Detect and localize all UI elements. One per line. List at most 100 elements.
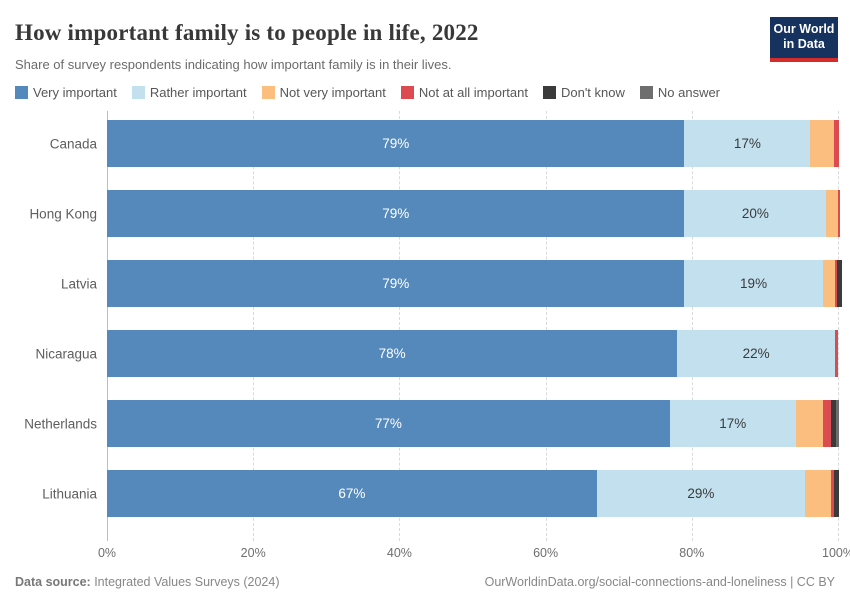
legend-label: Not at all important <box>418 85 528 100</box>
x-axis: 0% 20% 40% 60% 80% 100% <box>98 544 850 562</box>
legend-swatch-icon <box>15 86 28 99</box>
legend: Very important Rather important Not very i… <box>15 85 835 100</box>
category-label: Lithuania <box>42 486 97 501</box>
gridline-40 <box>399 111 401 541</box>
bar-row-hong-kong: Hong Kong 79% 20% <box>29 190 841 237</box>
bar-segment-rather-important[interactable]: 29% <box>596 470 806 517</box>
x-tick-label: 80% <box>679 546 705 560</box>
bar-segment-don-t-know[interactable] <box>837 260 842 307</box>
gridline-20 <box>253 111 255 541</box>
bar-value-label: 67% <box>338 486 366 501</box>
bar-value-label: 79% <box>382 206 410 221</box>
bar-value-label: 20% <box>741 206 769 221</box>
bar-value-label: 78% <box>378 346 406 361</box>
bar-value-label: 22% <box>742 346 770 361</box>
category-label: Canada <box>49 136 97 151</box>
bar-segment-not-at-all-important[interactable] <box>834 120 840 167</box>
category-label: Nicaragua <box>35 346 97 361</box>
bar-row-nicaragua: Nicaragua 78% 22% <box>35 330 838 377</box>
chart-area: Canada 79% 17% Hong Kong 79% 20% Latvia 79% 19% N… <box>15 111 850 562</box>
data-source-text: Integrated Values Surveys (2024) <box>90 575 280 589</box>
legend-item-no-answer[interactable]: No answer <box>639 85 721 100</box>
bar-segment-not-at-all-important[interactable] <box>823 400 832 447</box>
legend-label: Very important <box>33 85 117 100</box>
legend-swatch-icon <box>131 86 145 99</box>
bar-value-label: 79% <box>382 276 410 291</box>
bar-segment-very-important[interactable]: 67% <box>107 470 597 517</box>
bar-segment-very-important[interactable]: 79% <box>107 120 685 167</box>
bar-segment-very-important[interactable]: 79% <box>107 190 685 237</box>
bar-value-label: 29% <box>687 486 715 501</box>
x-tick-label: 60% <box>533 546 559 560</box>
x-tick-label: 100% <box>822 546 850 560</box>
owid-logo-line1: Our World <box>773 22 835 36</box>
page-title: How important family is to people in lif… <box>15 20 479 45</box>
legend-item-don-t-know[interactable]: Don't know <box>542 85 625 100</box>
bar-segment-don-t-know[interactable] <box>834 470 839 517</box>
category-label: Netherlands <box>24 416 97 431</box>
bar-segment-rather-important[interactable]: 22% <box>677 330 836 377</box>
plot-area: Canada 79% 17% Hong Kong 79% 20% Latvia 79% 19% N… <box>24 111 842 541</box>
x-tick-label: 0% <box>97 546 117 560</box>
x-tick-label: 20% <box>240 546 266 560</box>
owid-logo-line2: in Data <box>783 37 825 51</box>
legend-label: No answer <box>657 85 721 100</box>
bar-segment-don-t-know[interactable] <box>831 400 836 447</box>
legend-item-not-very-important[interactable]: Not very important <box>261 85 386 100</box>
bar-segment-rather-important[interactable]: 20% <box>684 190 827 237</box>
bar-value-label: 79% <box>382 136 410 151</box>
owid-url-license[interactable]: OurWorldinData.org/social-connections-an… <box>484 575 835 589</box>
bar-segment-very-important[interactable]: 78% <box>107 330 678 377</box>
legend-item-rather-important[interactable]: Rather important <box>131 85 247 100</box>
bar-segment-not-at-all-important[interactable] <box>837 190 841 237</box>
stacked-bar: 79% 20% <box>107 190 841 237</box>
legend-swatch-icon <box>542 86 556 99</box>
legend-label: Not very important <box>279 85 386 100</box>
bar-segment-not-very-important[interactable] <box>810 120 835 167</box>
gridline-80 <box>691 111 693 541</box>
data-source: Data source: Integrated Values Surveys (… <box>15 575 280 589</box>
chart-footer: Data source: Integrated Values Surveys (… <box>15 575 835 589</box>
legend-label: Don't know <box>560 85 625 100</box>
stacked-bar: 77% 17% <box>107 400 839 447</box>
legend-swatch-icon <box>261 86 275 99</box>
stacked-bar: 79% 17% <box>107 120 840 167</box>
bar-segment-not-at-all-important[interactable] <box>835 260 838 307</box>
stacked-bar: 78% 22% <box>107 330 838 377</box>
bar-row-latvia: Latvia 79% 19% <box>61 260 842 307</box>
bar-segment-rather-important[interactable]: 17% <box>669 400 796 447</box>
bar-segment-not-very-important[interactable] <box>822 260 836 307</box>
stacked-bar: 67% 29% <box>107 470 839 517</box>
bar-segment-rather-important[interactable]: 19% <box>684 260 823 307</box>
bar-segment-very-important[interactable]: 77% <box>107 400 670 447</box>
legend-swatch-icon <box>639 86 653 99</box>
legend-item-not-at-all-important[interactable]: Not at all important <box>400 85 528 100</box>
x-tick-label: 40% <box>386 546 412 560</box>
data-source-label: Data source: <box>15 575 91 589</box>
y-axis-line <box>107 111 108 541</box>
bar-segment-very-important[interactable]: 79% <box>107 260 685 307</box>
legend-item-very-important[interactable]: Very important <box>15 85 117 100</box>
bar-segment-not-very-important[interactable] <box>805 470 832 517</box>
bar-segment-not-at-all-important[interactable] <box>831 470 835 517</box>
stacked-bar: 79% 19% <box>107 260 842 307</box>
owid-logo[interactable]: Our World in Data <box>770 17 838 62</box>
legend-label: Rather important <box>149 85 247 100</box>
bar-value-label: 17% <box>733 136 761 151</box>
bar-segment-not-very-important[interactable] <box>826 190 838 237</box>
gridline-100 <box>838 111 839 541</box>
bar-segment-no-answer[interactable] <box>835 400 839 447</box>
category-label: Hong Kong <box>29 206 97 221</box>
chart-subtitle: Share of survey respondents indicating h… <box>15 57 452 72</box>
bar-value-label: 19% <box>740 276 768 291</box>
bar-row-canada: Canada 79% 17% <box>50 120 840 167</box>
bar-segment-rather-important[interactable]: 17% <box>684 120 811 167</box>
bar-value-label: 17% <box>719 416 747 431</box>
bar-row-lithuania: Lithuania 67% 29% <box>42 470 839 517</box>
legend-swatch-icon <box>400 86 414 99</box>
bar-segment-not-at-all-important[interactable] <box>835 330 838 377</box>
gridline-60 <box>545 111 547 541</box>
bar-segment-not-very-important[interactable] <box>795 400 824 447</box>
category-label: Latvia <box>60 276 97 291</box>
